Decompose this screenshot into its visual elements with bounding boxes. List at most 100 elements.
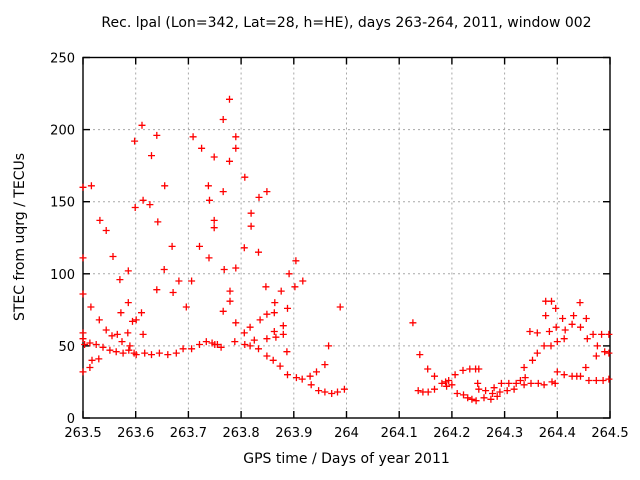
data-point-marker	[226, 95, 233, 103]
data-point-marker	[533, 329, 541, 337]
data-point-marker	[256, 316, 264, 324]
data-point-marker	[219, 188, 227, 196]
data-point-marker	[220, 266, 228, 273]
data-point-marker	[497, 379, 505, 387]
data-point-marker	[553, 338, 561, 346]
data-point-marker	[148, 152, 155, 160]
data-point-marker	[279, 322, 287, 330]
data-point-marker	[255, 248, 262, 256]
data-point-marker	[459, 366, 467, 374]
data-point-marker	[409, 319, 417, 327]
data-point-marker	[598, 330, 606, 338]
data-point-marker	[118, 338, 126, 346]
data-point-marker	[164, 351, 172, 359]
data-point-marker	[161, 182, 169, 190]
data-point-marker	[246, 323, 254, 331]
data-point-marker	[321, 361, 329, 369]
data-point-marker	[527, 379, 535, 387]
data-point-marker	[284, 371, 291, 379]
data-point-marker	[560, 335, 568, 343]
data-point-marker	[246, 342, 254, 350]
data-point-marker	[263, 352, 271, 360]
data-point-marker	[503, 387, 511, 395]
data-point-marker	[547, 342, 555, 350]
data-point-marker	[542, 312, 550, 320]
data-point-marker	[475, 385, 483, 393]
data-point-marker	[292, 374, 300, 382]
y-tick-label: 250	[50, 52, 75, 67]
data-point-marker	[283, 348, 291, 356]
x-tick-label: 264.5	[591, 426, 628, 441]
data-point-marker	[210, 153, 218, 161]
data-point-marker	[262, 283, 270, 291]
data-point-marker	[188, 345, 196, 353]
data-point-marker	[516, 377, 524, 384]
data-point-marker	[155, 349, 163, 357]
data-point-marker	[545, 328, 553, 335]
data-point-marker	[533, 349, 541, 357]
data-point-marker	[487, 395, 495, 403]
data-point-marker	[188, 277, 196, 285]
data-point-marker	[241, 341, 249, 348]
data-point-marker	[202, 338, 210, 346]
data-point-marker	[540, 381, 548, 389]
data-point-marker	[96, 216, 104, 224]
data-point-marker	[226, 157, 233, 165]
data-point-marker	[231, 338, 239, 346]
data-point-marker	[131, 204, 139, 211]
data-point-marker	[453, 390, 461, 397]
data-point-marker	[108, 332, 116, 340]
y-tick-label: 100	[50, 268, 75, 283]
data-point-marker	[116, 276, 124, 284]
data-point-marker	[474, 379, 482, 387]
data-point-marker	[168, 242, 176, 250]
data-point-marker	[206, 196, 213, 204]
data-point-marker	[154, 218, 162, 226]
y-tick-label: 0	[67, 412, 75, 427]
data-point-marker	[582, 315, 590, 322]
data-point-marker	[204, 182, 212, 190]
data-point-marker	[442, 378, 450, 386]
data-point-marker	[277, 287, 285, 295]
data-point-marker	[126, 342, 134, 350]
data-point-marker	[196, 341, 203, 348]
x-tick-label: 264	[334, 426, 359, 441]
data-point-marker	[605, 330, 613, 338]
data-point-marker	[577, 323, 584, 331]
data-point-marker	[92, 341, 100, 348]
data-point-marker	[313, 368, 320, 376]
data-point-marker	[431, 372, 438, 380]
data-point-marker	[169, 289, 177, 296]
x-tick-label: 264.3	[486, 426, 523, 441]
data-point-marker	[79, 183, 87, 191]
data-point-marker	[416, 351, 424, 359]
data-point-marker	[160, 266, 168, 273]
data-point-marker	[553, 368, 561, 376]
data-point-marker	[548, 297, 555, 305]
x-tick-label: 264.1	[381, 426, 418, 441]
data-point-marker	[475, 365, 483, 373]
y-tick-label: 50	[58, 340, 75, 355]
data-point-marker	[148, 351, 155, 359]
data-point-marker	[480, 394, 488, 402]
data-point-marker	[520, 381, 528, 389]
data-point-marker	[299, 277, 307, 285]
data-point-marker	[325, 342, 333, 350]
data-point-marker	[112, 348, 120, 356]
data-point-marker	[424, 388, 432, 396]
data-point-marker	[551, 379, 559, 387]
data-point-marker	[217, 343, 225, 351]
data-point-marker	[340, 385, 348, 393]
data-point-marker	[520, 364, 528, 371]
data-point-marker	[496, 388, 504, 396]
data-point-marker	[489, 390, 496, 397]
data-point-marker	[577, 372, 584, 380]
data-point-marker	[468, 395, 476, 403]
data-point-marker	[232, 264, 240, 272]
data-point-marker	[291, 283, 299, 291]
data-point-marker	[219, 116, 227, 123]
data-point-marker	[240, 329, 248, 337]
data-point-marker	[141, 349, 149, 357]
data-point-marker	[240, 244, 248, 252]
